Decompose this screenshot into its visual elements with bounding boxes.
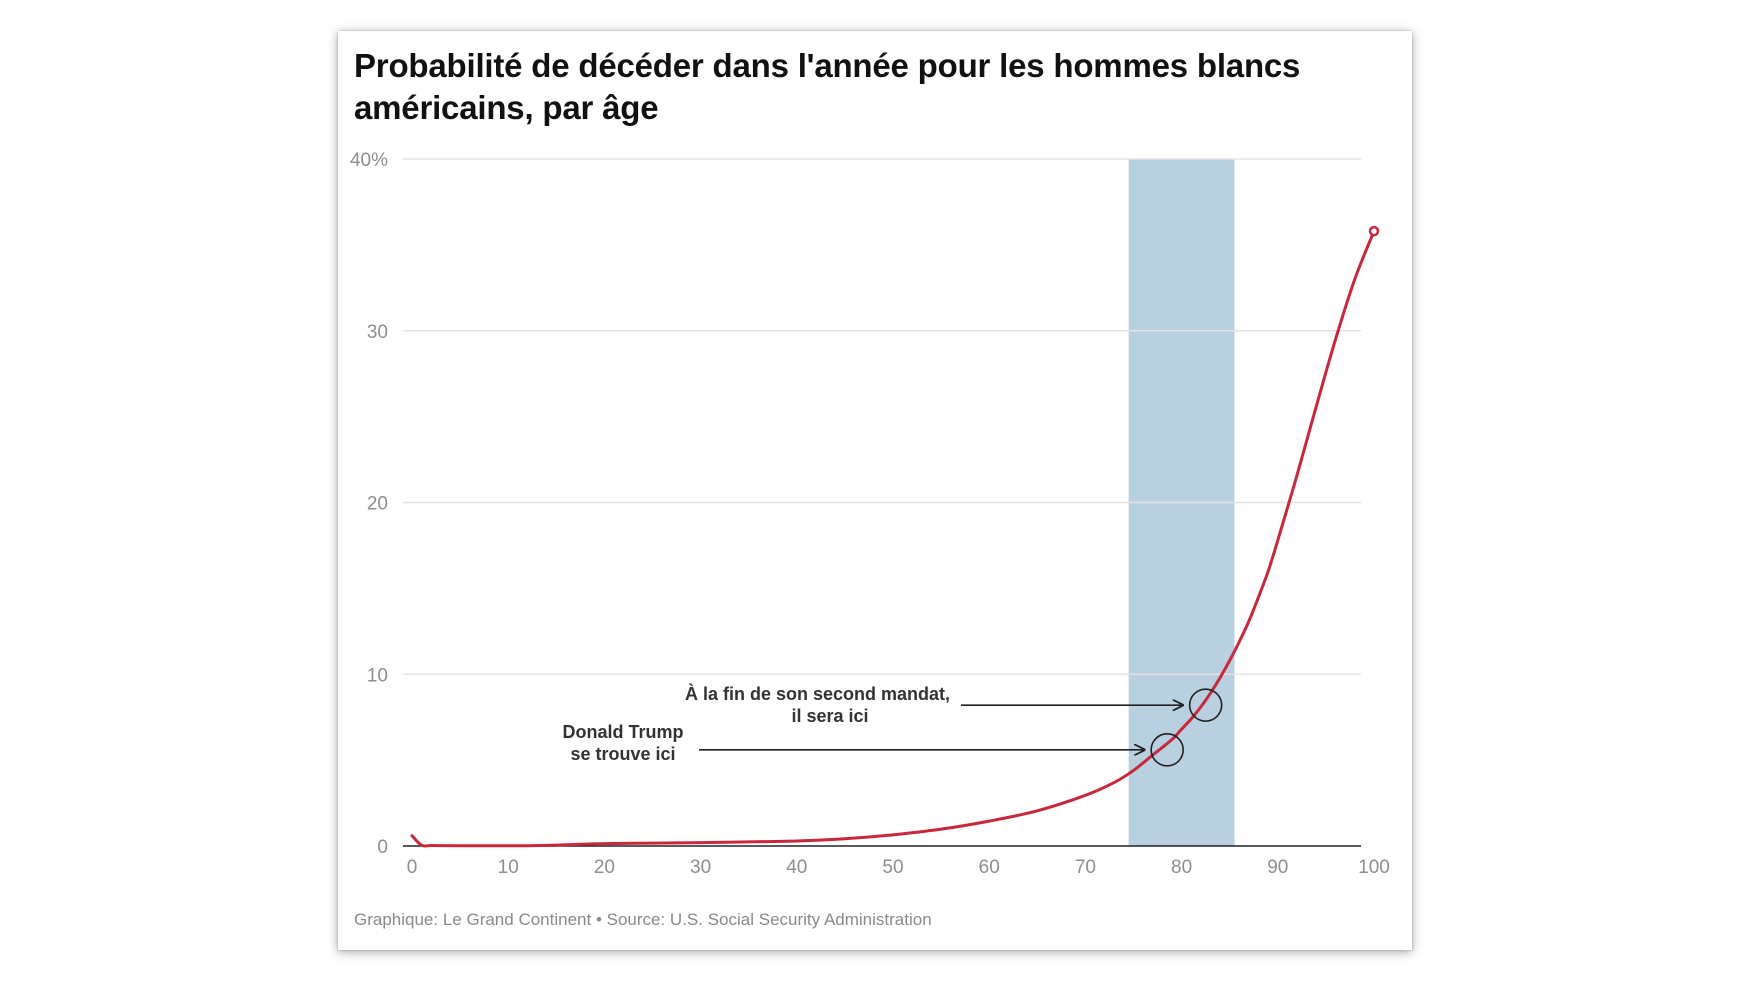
credit-text: Graphique: Le Grand Continent [354, 910, 592, 929]
annotation-second-term-line2: il sera ici [791, 706, 868, 726]
series-endpoint-marker [1368, 225, 1380, 237]
annotation-trump-line2: se trouve ici [570, 744, 675, 764]
x-tick-label-70: 70 [1075, 857, 1096, 878]
x-tick-label-90: 90 [1267, 857, 1288, 878]
x-tick-label-0: 0 [407, 857, 418, 878]
x-tick-label-80: 80 [1171, 857, 1192, 878]
marker-circle-trump [1150, 733, 1184, 767]
chart-footer: Graphique: Le Grand Continent • Source: … [354, 910, 932, 930]
y-tick-label-30: 30 [367, 322, 388, 343]
source-text: Source: U.S. Social Security Administrat… [606, 910, 932, 929]
annotation-trump-line1: Donald Trump [563, 722, 684, 742]
annotation-second-term-line1: À la fin de son second mandat, [685, 683, 950, 704]
y-tick-label-20: 20 [367, 494, 388, 515]
line-chart: 0 10 20 30 40% 0 10 20 30 40 50 60 70 80 90 100 À la f… [350, 150, 1390, 878]
x-tick-label-10: 10 [498, 857, 519, 878]
x-axis-tick-labels: 0 10 20 30 40 50 60 70 80 90 100 [407, 857, 1390, 878]
chart-card: Probabilité de décéder dans l'année pour… [338, 31, 1412, 950]
series-layer [410, 225, 1380, 848]
marker-circle-second_term [1188, 688, 1223, 722]
x-tick-label-100: 100 [1358, 857, 1390, 878]
chart-title: Probabilité de décéder dans l'année pour… [354, 47, 1301, 126]
x-tick-label-50: 50 [882, 857, 903, 878]
y-tick-label-10: 10 [367, 665, 388, 686]
annotations: À la fin de son second mandat, il sera i… [563, 683, 1223, 767]
y-tick-label-40: 40% [350, 150, 388, 171]
series-line-0 [410, 229, 1376, 848]
x-tick-label-60: 60 [979, 857, 1000, 878]
x-tick-label-30: 30 [690, 857, 711, 878]
x-tick-label-40: 40 [786, 857, 807, 878]
x-tick-label-20: 20 [594, 857, 615, 878]
y-axis-tick-labels: 0 10 20 30 40% [350, 150, 388, 858]
y-tick-label-0: 0 [377, 837, 388, 858]
footer-separator: • [591, 910, 607, 929]
